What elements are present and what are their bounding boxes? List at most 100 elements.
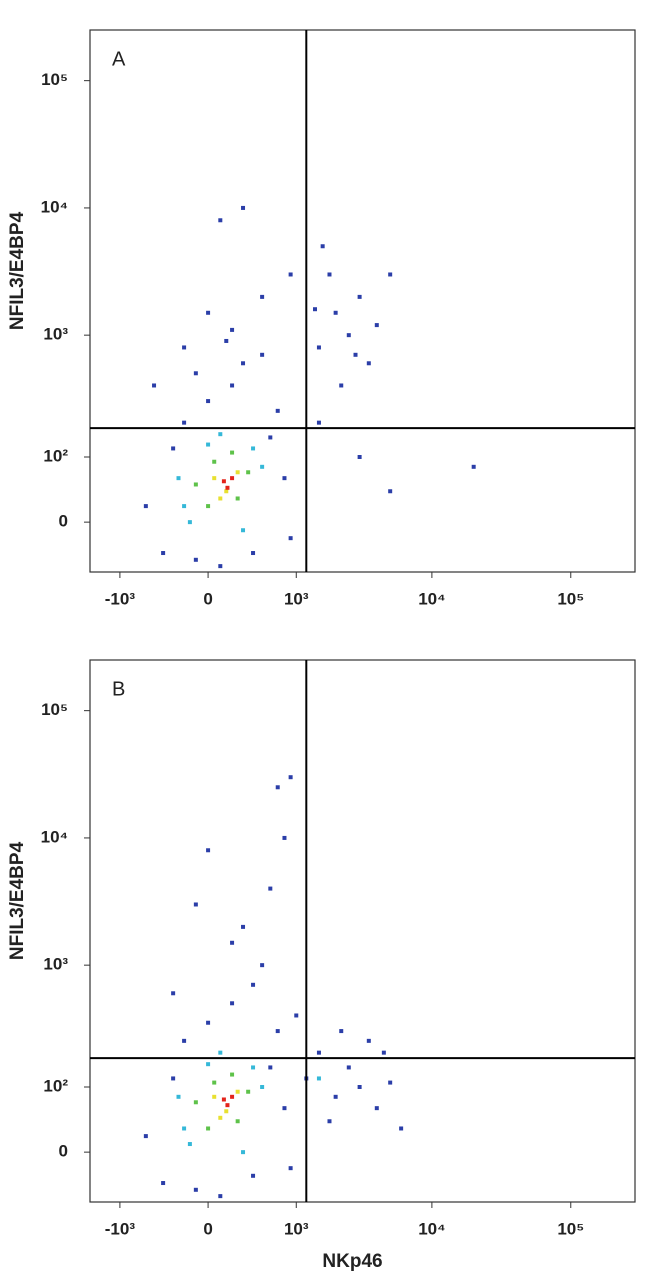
event-dot xyxy=(399,1126,404,1131)
event-dot xyxy=(339,383,344,388)
plot-frame xyxy=(89,659,636,1203)
event-dot xyxy=(241,1150,246,1155)
event-dot xyxy=(282,835,287,840)
event-dot xyxy=(251,982,256,987)
event-dot xyxy=(224,338,229,343)
event-dot xyxy=(230,1072,235,1077)
event-dot xyxy=(275,408,280,413)
y-tick-label: 10³ xyxy=(43,325,68,344)
event-dot xyxy=(388,1080,393,1085)
event-dot xyxy=(206,1020,211,1025)
event-dot xyxy=(241,205,246,210)
event-dot xyxy=(366,361,371,366)
event-dot xyxy=(218,1050,223,1055)
event-dot xyxy=(230,1094,235,1099)
event-dot xyxy=(152,383,157,388)
x-tick-label: 10⁴ xyxy=(418,589,445,608)
event-dot xyxy=(357,1085,362,1090)
event-dot xyxy=(193,371,198,376)
event-dot xyxy=(182,1038,187,1043)
event-dot xyxy=(241,528,246,533)
event-dot xyxy=(235,470,240,475)
event-dot xyxy=(218,564,223,569)
x-tick-label: 10⁴ xyxy=(418,1219,445,1238)
event-dot xyxy=(206,442,211,447)
x-tick-label: -10³ xyxy=(105,1219,136,1238)
event-dot xyxy=(218,1115,223,1120)
event-dot xyxy=(224,1109,229,1114)
event-dot xyxy=(187,520,192,525)
x-tick-label: -10³ xyxy=(105,589,136,608)
event-dot xyxy=(206,1062,211,1067)
event-dot xyxy=(225,485,230,490)
event-dot xyxy=(224,489,229,494)
x-tick-label: 0 xyxy=(203,1219,212,1238)
event-dot xyxy=(374,1106,379,1111)
event-dot xyxy=(316,345,321,350)
event-dot xyxy=(230,327,235,332)
event-dot xyxy=(260,352,265,357)
event-dot xyxy=(230,450,235,455)
event-dot xyxy=(313,307,318,312)
event-dot xyxy=(206,504,211,509)
event-dot xyxy=(230,1001,235,1006)
event-dot xyxy=(193,1100,198,1105)
x-axis-label: NKp46 xyxy=(322,1251,382,1272)
event-dot xyxy=(251,551,256,556)
event-dot xyxy=(212,459,217,464)
event-dot xyxy=(366,1038,371,1043)
event-dot xyxy=(268,886,273,891)
event-dot xyxy=(316,1050,321,1055)
y-axis-label: NFIL3/E4BP4 xyxy=(7,211,28,330)
event-dot xyxy=(294,1013,299,1018)
event-dot xyxy=(235,496,240,501)
event-dot xyxy=(388,272,393,277)
event-dot xyxy=(230,383,235,388)
event-dot xyxy=(260,1085,265,1090)
event-dot xyxy=(260,963,265,968)
event-dot xyxy=(288,272,293,277)
event-dot xyxy=(161,1181,166,1186)
event-dot xyxy=(251,1065,256,1070)
event-dot xyxy=(357,294,362,299)
event-dot xyxy=(206,848,211,853)
event-dot xyxy=(288,775,293,780)
event-dot xyxy=(143,1134,148,1139)
event-dot xyxy=(327,1119,332,1124)
y-axis-label: NFIL3/E4BP4 xyxy=(7,841,28,960)
event-dot xyxy=(221,479,226,484)
event-dot xyxy=(143,504,148,509)
event-dot xyxy=(235,1119,240,1124)
x-tick-label: 0 xyxy=(203,589,212,608)
event-dot xyxy=(327,272,332,277)
event-dot xyxy=(171,991,176,996)
event-dot xyxy=(320,244,325,249)
y-tick-label: 10² xyxy=(43,446,68,465)
event-dot xyxy=(381,1050,386,1055)
y-tick-label: 10³ xyxy=(43,955,68,974)
event-dot xyxy=(275,785,280,790)
event-dot xyxy=(187,1142,192,1147)
y-tick-label: 10⁴ xyxy=(41,197,68,216)
event-dot xyxy=(206,1126,211,1131)
event-dot xyxy=(212,1080,217,1085)
event-dot xyxy=(193,482,198,487)
y-tick-label: 10⁵ xyxy=(41,700,68,719)
event-dot xyxy=(241,924,246,929)
event-dot xyxy=(171,446,176,451)
event-dot xyxy=(288,536,293,541)
event-dot xyxy=(316,420,321,425)
panel-label: B xyxy=(112,678,125,700)
event-dot xyxy=(260,464,265,469)
y-tick-label: 10⁵ xyxy=(41,70,68,89)
y-tick-label: 0 xyxy=(59,1142,68,1161)
event-dot xyxy=(357,455,362,460)
event-dot xyxy=(346,333,351,338)
event-dot xyxy=(193,902,198,907)
x-tick-label: 10³ xyxy=(284,1219,309,1238)
event-dot xyxy=(176,1094,181,1099)
y-tick-label: 10⁴ xyxy=(41,827,68,846)
panel-label: A xyxy=(112,48,126,70)
event-dot xyxy=(353,352,358,357)
